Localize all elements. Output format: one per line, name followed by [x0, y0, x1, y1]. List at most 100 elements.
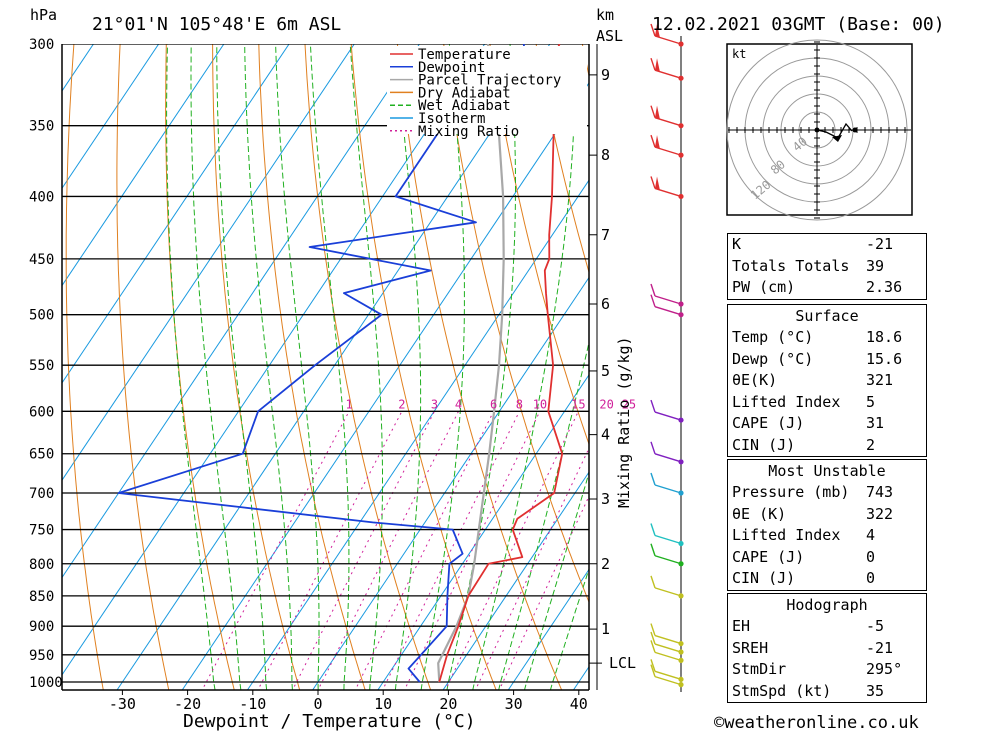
table-row: Pressure (mb) 743: [728, 482, 926, 504]
wind-barb: [654, 453, 682, 463]
pressure-tick-label: 500: [29, 308, 54, 324]
mixing-ratio-label: 20: [599, 397, 613, 411]
dry-adiabat-line: [489, 44, 589, 446]
row-label: CAPE (J): [732, 414, 805, 432]
dry-adiabat-line: [65, 44, 104, 690]
table-row: Temp (°C) 18.6: [728, 327, 926, 349]
km-tick-label: 2: [601, 555, 610, 573]
wet-adiabat-line: [549, 567, 589, 690]
mixing-ratio-label: 6: [490, 397, 497, 411]
wet-adiabat-line: [275, 44, 320, 690]
dry-adiabat-line: [938, 7, 1000, 708]
temperature-line: [438, 44, 564, 683]
isotherm-line: [62, 44, 225, 287]
row-value: 18.6: [866, 328, 903, 346]
row-value: 2.36: [866, 278, 903, 296]
isotherm-line: [246, 179, 589, 690]
legend-entry: Parcel Trajectory: [418, 73, 561, 89]
wind-barb: [654, 643, 682, 653]
x-tick-label: -10: [239, 695, 266, 713]
km-tick-label: 4: [601, 426, 610, 444]
pressure-tick-label: 550: [29, 358, 54, 374]
row-value: 39: [866, 256, 885, 275]
location-title: 21°01'N 105°48'E 6m ASL: [92, 14, 341, 35]
wind-barb: [654, 306, 682, 316]
wet-adiabat-line: [190, 44, 242, 690]
x-tick-label: 10: [374, 695, 392, 713]
table-row: StmDir 295°: [728, 659, 926, 681]
row-label: EH: [732, 617, 751, 635]
isotherm-line: [62, 44, 290, 384]
table-row: θE (K) 322: [728, 504, 926, 526]
row-value: 322: [866, 504, 894, 523]
wet-adiabat-line: [420, 44, 465, 690]
km-tick-label: 7: [601, 226, 610, 244]
km-label: km: [596, 6, 614, 24]
row-value: 295°: [866, 660, 903, 678]
x-tick-label: 0: [313, 695, 322, 713]
x-tick-label: -30: [109, 695, 136, 713]
wind-barb: [654, 295, 682, 305]
pressure-tick-label: 300: [29, 37, 54, 53]
isotherm-line: [62, 44, 355, 482]
row-value: 0: [866, 569, 876, 587]
wet-adiabat-line: [523, 471, 589, 690]
hpa-label: hPa: [30, 6, 57, 24]
mixing-ratio-label: 15: [571, 397, 585, 411]
wet-adiabat-line: [446, 44, 516, 690]
mixing-ratio-label: 8: [516, 397, 523, 411]
row-value: -21: [866, 638, 894, 657]
dry-adiabat-line: [212, 44, 301, 690]
wind-level-dot: [678, 640, 684, 647]
isotherm-line: [62, 44, 160, 190]
pressure-tick-label: 350: [29, 119, 54, 135]
mixing-ratio-label: 25: [622, 397, 636, 411]
x-tick-label: 30: [505, 695, 523, 713]
mixing-ratio-line: [317, 411, 459, 690]
table-row: Lifted Index 4: [728, 525, 926, 547]
x-tick-label: 40: [570, 695, 588, 713]
wet-adiabat-line: [394, 44, 422, 690]
dry-adiabat-line: [443, 44, 589, 604]
lcl-label: LCL: [609, 654, 636, 672]
x-tick-label: -20: [174, 695, 201, 713]
row-value: 743: [866, 483, 894, 501]
pressure-tick-label: 800: [29, 557, 54, 573]
asl-label: ASL: [596, 27, 623, 45]
row-value: 2: [866, 435, 876, 454]
row-value: -21: [866, 235, 894, 253]
surface-title: Surface: [795, 307, 859, 325]
row-label: Totals Totals: [732, 256, 850, 275]
row-label: Lifted Index: [732, 392, 841, 411]
legend-entry: Isotherm: [418, 111, 485, 127]
wet-adiabat-line: [309, 44, 350, 690]
table-row: EH -5: [728, 616, 926, 638]
wind-barb: [654, 675, 682, 686]
wet-adiabat-line: [244, 44, 293, 690]
row-value: 321: [866, 371, 894, 389]
hodograph-unit: kt: [732, 47, 746, 61]
wet-adiabat-line: [472, 44, 576, 690]
table-row: K -21: [728, 234, 926, 256]
mixing-ratio-line: [403, 411, 541, 690]
legend-entry: Mixing Ratio: [418, 124, 519, 140]
copyright: ©weatheronline.co.uk: [714, 713, 919, 733]
pressure-tick-label: 700: [29, 486, 54, 502]
row-label: StmSpd (kt): [732, 681, 832, 700]
dry-adiabat-line: [396, 44, 563, 690]
row-value: 5: [866, 392, 876, 411]
km-tick-label: 3: [601, 490, 610, 508]
mixing-ratio-line: [444, 411, 579, 690]
row-label: Temp (°C): [732, 328, 814, 346]
table-row: θE(K) 321: [728, 370, 926, 392]
wind-barb: [654, 411, 682, 421]
isotherm-line: [507, 568, 589, 690]
wind-barb: [654, 534, 682, 545]
dry-adiabat-line: [983, 7, 1000, 708]
storm-motion-marker: [852, 127, 858, 133]
mixing-ratio-line: [201, 411, 350, 690]
km-tick-label: 5: [601, 362, 610, 380]
row-value: 0: [866, 547, 876, 566]
pressure-tick-label: 900: [29, 619, 54, 635]
